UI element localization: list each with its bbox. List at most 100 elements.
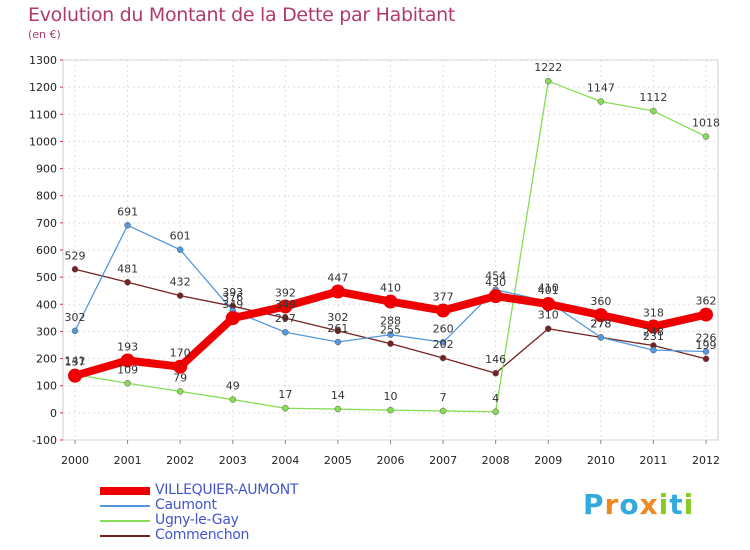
data-label: 261 — [327, 322, 348, 335]
data-label: 410 — [538, 282, 559, 295]
y-tick-label: 400 — [36, 298, 57, 311]
data-label: 529 — [65, 249, 86, 262]
data-label: 278 — [590, 317, 611, 330]
data-label: 691 — [117, 205, 138, 218]
data-point — [124, 222, 131, 229]
data-point — [492, 408, 499, 416]
x-tick-label: 2002 — [166, 454, 194, 467]
grid-lines — [63, 59, 718, 441]
data-point — [702, 133, 710, 140]
data-label: 1147 — [587, 82, 615, 95]
data-point — [699, 307, 713, 322]
data-point — [439, 354, 447, 362]
data-label: 4 — [492, 392, 499, 405]
data-label: 349 — [222, 298, 243, 311]
x-axis: 2000 2001 2002 2003 2004 2005 2006 2007 2008 2009… — [61, 440, 720, 467]
data-point — [492, 369, 499, 377]
y-tick-label: 100 — [36, 380, 57, 393]
data-point — [68, 368, 82, 383]
data-label: 481 — [117, 262, 138, 275]
x-tick-label: 2010 — [587, 454, 615, 467]
data-label: 141 — [65, 355, 86, 368]
data-point — [488, 289, 503, 304]
data-point — [702, 355, 710, 363]
data-point — [545, 325, 552, 332]
data-point — [593, 308, 608, 323]
y-tick-label: 1100 — [29, 108, 57, 121]
data-point — [387, 406, 394, 414]
data-label: 447 — [327, 272, 348, 285]
x-tick-label: 2006 — [377, 454, 405, 467]
data-point — [176, 292, 184, 299]
series-group — [68, 77, 713, 416]
x-tick-label: 2012 — [692, 454, 720, 467]
data-label: 377 — [433, 291, 454, 304]
data-point — [176, 246, 184, 253]
x-tick-label: 2009 — [534, 454, 562, 467]
data-point — [334, 327, 342, 335]
data-label: 193 — [117, 340, 138, 353]
data-label: 137 — [65, 356, 86, 369]
y-tick-label: 1000 — [29, 135, 57, 148]
data-point — [173, 359, 188, 374]
data-point — [334, 338, 342, 346]
data-label: 302 — [65, 311, 86, 324]
data-label: 430 — [485, 276, 506, 289]
legend-label: Ugny-le-Gay — [155, 512, 239, 528]
data-label: 401 — [538, 284, 559, 297]
y-tick-label: 600 — [36, 244, 57, 257]
data-label: 170 — [170, 347, 191, 360]
data-label: 79 — [173, 371, 187, 384]
x-tick-label: 2005 — [324, 454, 352, 467]
data-label: 202 — [433, 338, 454, 351]
data-point — [702, 348, 710, 355]
logo-letter: x — [639, 488, 659, 521]
data-label: 1222 — [534, 61, 562, 74]
y-tick-label: -100 — [32, 434, 57, 447]
legend-label: Commenchon — [155, 527, 250, 543]
chart-subtitle: (en €) — [28, 28, 61, 41]
data-label: 109 — [117, 363, 138, 376]
logo-letter: i — [683, 488, 695, 521]
y-tick-label: 500 — [36, 271, 57, 284]
data-label: 199 — [696, 339, 717, 352]
data-label: 432 — [170, 276, 191, 289]
x-tick-label: 2007 — [429, 454, 457, 467]
chart-title: Evolution du Montant de la Dette par Hab… — [28, 4, 456, 26]
data-label: 393 — [222, 286, 243, 299]
data-point — [176, 388, 184, 395]
data-label: 146 — [485, 353, 506, 366]
legend-swatch — [100, 520, 150, 522]
data-point — [120, 353, 135, 368]
data-label: 14 — [331, 389, 345, 402]
data-point — [71, 327, 79, 335]
data-label: 392 — [275, 286, 296, 299]
data-label: 601 — [170, 230, 191, 243]
data-point — [282, 314, 289, 322]
y-tick-label: 0 — [50, 407, 57, 420]
data-point — [439, 339, 447, 346]
data-point — [387, 331, 394, 338]
data-label: 410 — [380, 282, 401, 295]
legend-label: Caumont — [155, 497, 217, 513]
data-point — [124, 279, 131, 286]
data-label: 49 — [226, 380, 240, 393]
data-point — [278, 299, 293, 314]
data-label: 376 — [222, 291, 243, 304]
legend-swatch — [100, 487, 150, 495]
data-label: 260 — [433, 322, 454, 335]
data-point — [225, 311, 240, 326]
data-label: 231 — [643, 330, 664, 343]
y-tick-label: 700 — [36, 217, 57, 230]
x-tick-label: 2011 — [639, 454, 667, 467]
data-label: 349 — [275, 298, 296, 311]
data-point — [439, 407, 447, 415]
data-point — [282, 404, 289, 412]
y-axis: -100 0 100 200 300 400 500 600 700 800 900 1000 1100… — [29, 54, 63, 447]
x-tick-label: 2001 — [114, 454, 142, 467]
data-point — [650, 346, 657, 354]
data-point — [383, 294, 398, 309]
data-point — [387, 340, 394, 347]
logo-letter: P — [583, 488, 605, 521]
